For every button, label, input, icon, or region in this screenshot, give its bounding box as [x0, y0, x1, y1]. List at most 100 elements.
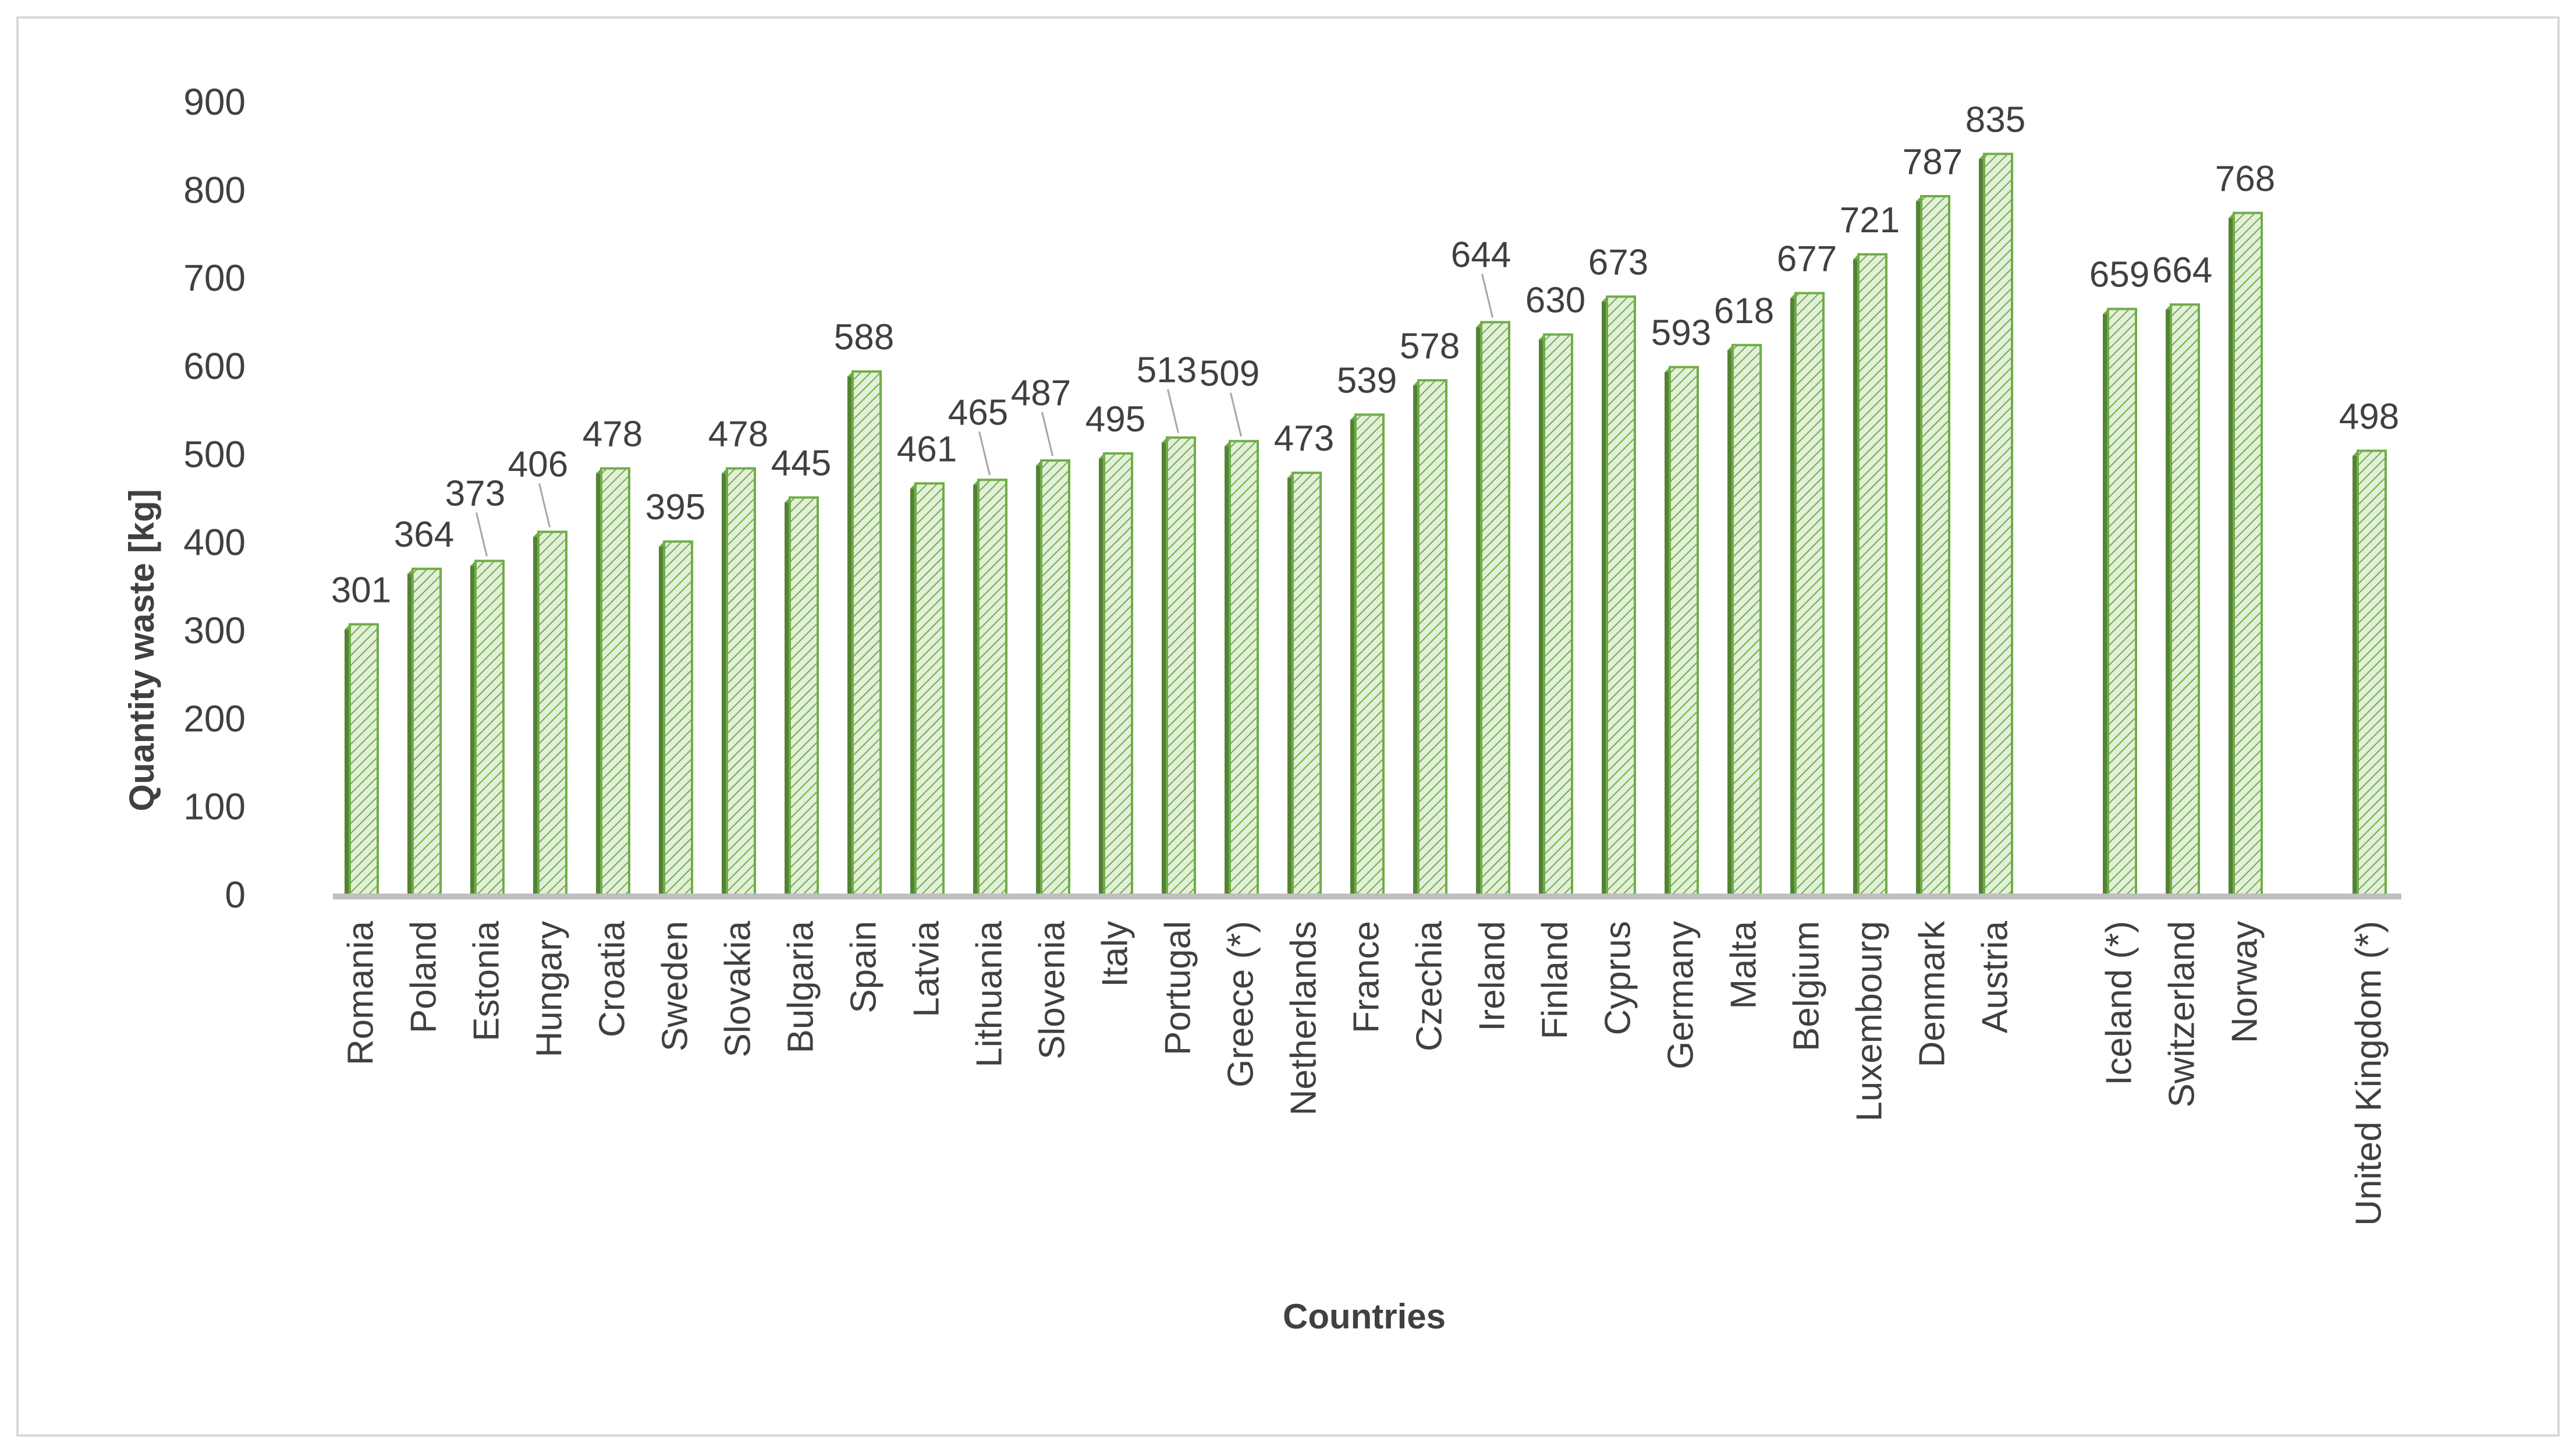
- bar-side: [1225, 441, 1230, 895]
- bar-side: [596, 468, 601, 895]
- bar-side: [1979, 154, 1984, 895]
- bar-side: [1727, 345, 1733, 895]
- category-label-luxembourg: Luxembourg: [1850, 921, 1890, 1122]
- bar-front: [1354, 413, 1385, 896]
- y-tick-label: 500: [183, 433, 246, 475]
- category-label-lithuania: Lithuania: [970, 920, 1010, 1067]
- bar-side: [1350, 414, 1356, 895]
- bar-side: [973, 480, 978, 895]
- category-label-hungary: Hungary: [530, 921, 570, 1057]
- bar-front: [2233, 211, 2263, 896]
- bar-finland: [1539, 333, 1573, 896]
- bar-iceland: [2103, 307, 2137, 896]
- data-label-slovenia: 487: [1011, 373, 1071, 413]
- x-axis-title: Countries: [1283, 1297, 1446, 1336]
- bar-slovenia: [1036, 459, 1070, 896]
- bar-portugal: [1162, 436, 1196, 896]
- bar-front: [977, 479, 1007, 896]
- category-label-spain: Spain: [844, 921, 884, 1013]
- data-label-estonia: 373: [445, 474, 505, 514]
- bar-side: [1099, 453, 1104, 895]
- bar-germany: [1665, 366, 1699, 896]
- bar-czechia: [1413, 379, 1447, 896]
- bar-belgium: [1790, 292, 1825, 896]
- bar-side: [2229, 212, 2234, 895]
- data-label-finland: 630: [1525, 281, 1585, 321]
- category-label-belgium: Belgium: [1787, 921, 1827, 1051]
- bar-front: [1040, 459, 1070, 896]
- bar-malta: [1727, 343, 1762, 896]
- bar-side: [1036, 460, 1041, 895]
- bar-front: [1794, 292, 1825, 896]
- category-label-norway: Norway: [2225, 921, 2265, 1043]
- category-label-slovenia: Slovenia: [1032, 920, 1073, 1059]
- data-label-spain: 588: [834, 317, 894, 357]
- bar-side: [847, 371, 853, 895]
- bar-estonia: [470, 559, 505, 896]
- data-label-latvia: 461: [897, 429, 957, 469]
- bar-side: [2166, 304, 2171, 895]
- bar-side: [533, 531, 538, 895]
- bar-latvia: [910, 482, 945, 896]
- data-label-malta: 618: [1714, 291, 1774, 331]
- data-label-romania: 301: [331, 570, 391, 610]
- bar-luxembourg: [1853, 253, 1887, 896]
- leader-line: [476, 512, 488, 557]
- data-label-united-kingdom: 498: [2339, 396, 2399, 437]
- bar-ireland: [1476, 321, 1510, 896]
- bar-cyprus: [1602, 295, 1636, 896]
- bar-front: [2357, 449, 2387, 896]
- bar-croatia: [596, 467, 630, 896]
- data-label-hungary: 406: [508, 445, 568, 485]
- data-label-croatia: 478: [583, 414, 643, 455]
- bar-side: [1539, 334, 1544, 895]
- bar-side: [345, 624, 350, 895]
- bar-front: [1669, 366, 1699, 896]
- bar-side: [659, 541, 664, 895]
- bar-front: [1920, 195, 1950, 896]
- y-tick-label: 600: [183, 345, 246, 387]
- data-label-lithuania: 465: [948, 392, 1008, 433]
- category-label-slovakia: Slovakia: [718, 920, 758, 1057]
- bar-front: [851, 370, 882, 896]
- bar-side: [1790, 293, 1796, 895]
- category-label-germany: Germany: [1661, 921, 1701, 1069]
- category-label-malta: Malta: [1724, 920, 1764, 1009]
- bar-front: [663, 540, 693, 896]
- category-label-czechia: Czechia: [1410, 920, 1450, 1051]
- bar-italy: [1099, 452, 1133, 896]
- data-label-france: 539: [1337, 360, 1397, 401]
- bar-norway: [2229, 211, 2263, 896]
- bar-spain: [847, 370, 882, 896]
- y-axis-title: Quantity waste [kg]: [122, 489, 161, 811]
- x-axis-line: [333, 894, 2401, 899]
- leader-line: [1230, 392, 1242, 437]
- bar-side: [1287, 473, 1293, 895]
- bar-front: [914, 482, 945, 896]
- y-tick-label: 200: [183, 697, 246, 739]
- bar-side: [1916, 196, 1921, 895]
- bar-side: [1476, 322, 1481, 895]
- leader-line: [538, 483, 551, 527]
- bar-bulgaria: [785, 496, 819, 896]
- bar-front: [789, 496, 819, 896]
- data-label-switzerland: 664: [2152, 250, 2212, 290]
- bar-front: [1857, 253, 1887, 896]
- bar-side: [910, 483, 916, 895]
- bar-front: [349, 623, 379, 896]
- data-label-ireland: 644: [1451, 235, 1511, 275]
- bar-front: [1543, 333, 1573, 896]
- category-label-iceland: Iceland (*): [2099, 921, 2139, 1086]
- bar-front: [1417, 379, 1447, 896]
- bar-side: [2353, 451, 2358, 895]
- data-label-denmark: 787: [1903, 142, 1963, 182]
- chart-frame: 0 100 200 300 400 500 600 700 800 900 301 364 373 40…: [16, 16, 2560, 1437]
- data-label-poland: 364: [394, 515, 454, 555]
- data-label-greece: 509: [1200, 354, 1259, 394]
- y-tick-label: 700: [183, 257, 246, 299]
- bar-romania: [345, 623, 379, 896]
- category-label-croatia: Croatia: [592, 920, 633, 1037]
- bar-front: [1291, 472, 1322, 896]
- category-label-france: France: [1347, 921, 1387, 1033]
- bar-netherlands: [1287, 472, 1322, 896]
